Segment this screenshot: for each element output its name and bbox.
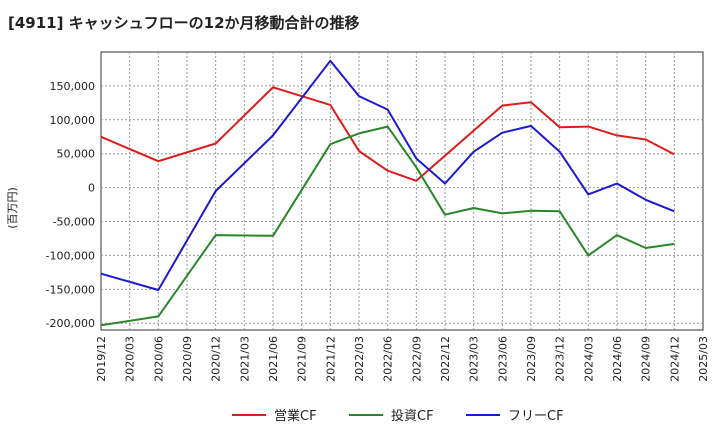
y-tick-label: -50,000: [53, 216, 95, 229]
legend-label: 営業CF: [274, 408, 317, 424]
x-tick-label: 2021/06: [267, 336, 280, 382]
series-layer: [100, 59, 675, 327]
y-tick-label: -150,000: [46, 283, 95, 296]
series-line: [100, 59, 675, 291]
x-tick-label: 2024/12: [668, 336, 681, 382]
y-tick-label: 0: [88, 182, 95, 195]
y-tick-label: 150,000: [50, 80, 96, 93]
legend: 営業CF 投資CF フリーCF: [232, 408, 564, 424]
plot-area: [100, 51, 704, 331]
x-tick-label: 2024/06: [611, 336, 624, 382]
x-tick-label: 2023/09: [525, 336, 538, 382]
y-tick-label: -200,000: [46, 317, 95, 330]
x-tick-label: 2020/09: [181, 336, 194, 382]
grid-layer: [100, 51, 704, 331]
chart-title: [4911] キャッシュフローの12か月移動合計の推移: [8, 14, 360, 32]
x-tick-label: 2021/09: [296, 336, 309, 382]
x-tick-label: 2022/03: [353, 336, 366, 382]
x-tick-label: 2022/12: [439, 336, 452, 382]
x-tick-label: 2023/03: [468, 336, 481, 382]
x-tick-label: 2025/03: [697, 336, 710, 382]
x-tick-label: 2024/09: [640, 336, 653, 382]
axis-layer: 2019/12 2020/03 2020/06 2020/09 2020/12 2021/…: [46, 80, 710, 382]
y-tick-label: 100,000: [50, 114, 96, 127]
x-tick-label: 2023/12: [554, 336, 567, 382]
x-tick-label: 2024/03: [582, 336, 595, 382]
x-tick-label: 2023/06: [496, 336, 509, 382]
series-line: [100, 86, 675, 182]
y-tick-label: 50,000: [57, 148, 96, 161]
legend-label: 投資CF: [391, 408, 434, 424]
series-line: [100, 125, 675, 327]
x-tick-label: 2021/12: [324, 336, 337, 382]
legend-label: フリーCF: [508, 409, 564, 424]
y-tick-label: -100,000: [46, 249, 95, 262]
y-axis-label: (百万円): [6, 187, 19, 229]
x-tick-label: 2022/06: [382, 336, 395, 382]
x-tick-label: 2020/03: [124, 336, 137, 382]
x-tick-label: 2021/03: [238, 336, 251, 382]
x-tick-label: 2020/06: [152, 336, 165, 382]
x-tick-label: 2020/12: [210, 336, 223, 382]
x-tick-label: 2019/12: [95, 336, 108, 382]
x-tick-label: 2022/09: [410, 336, 423, 382]
